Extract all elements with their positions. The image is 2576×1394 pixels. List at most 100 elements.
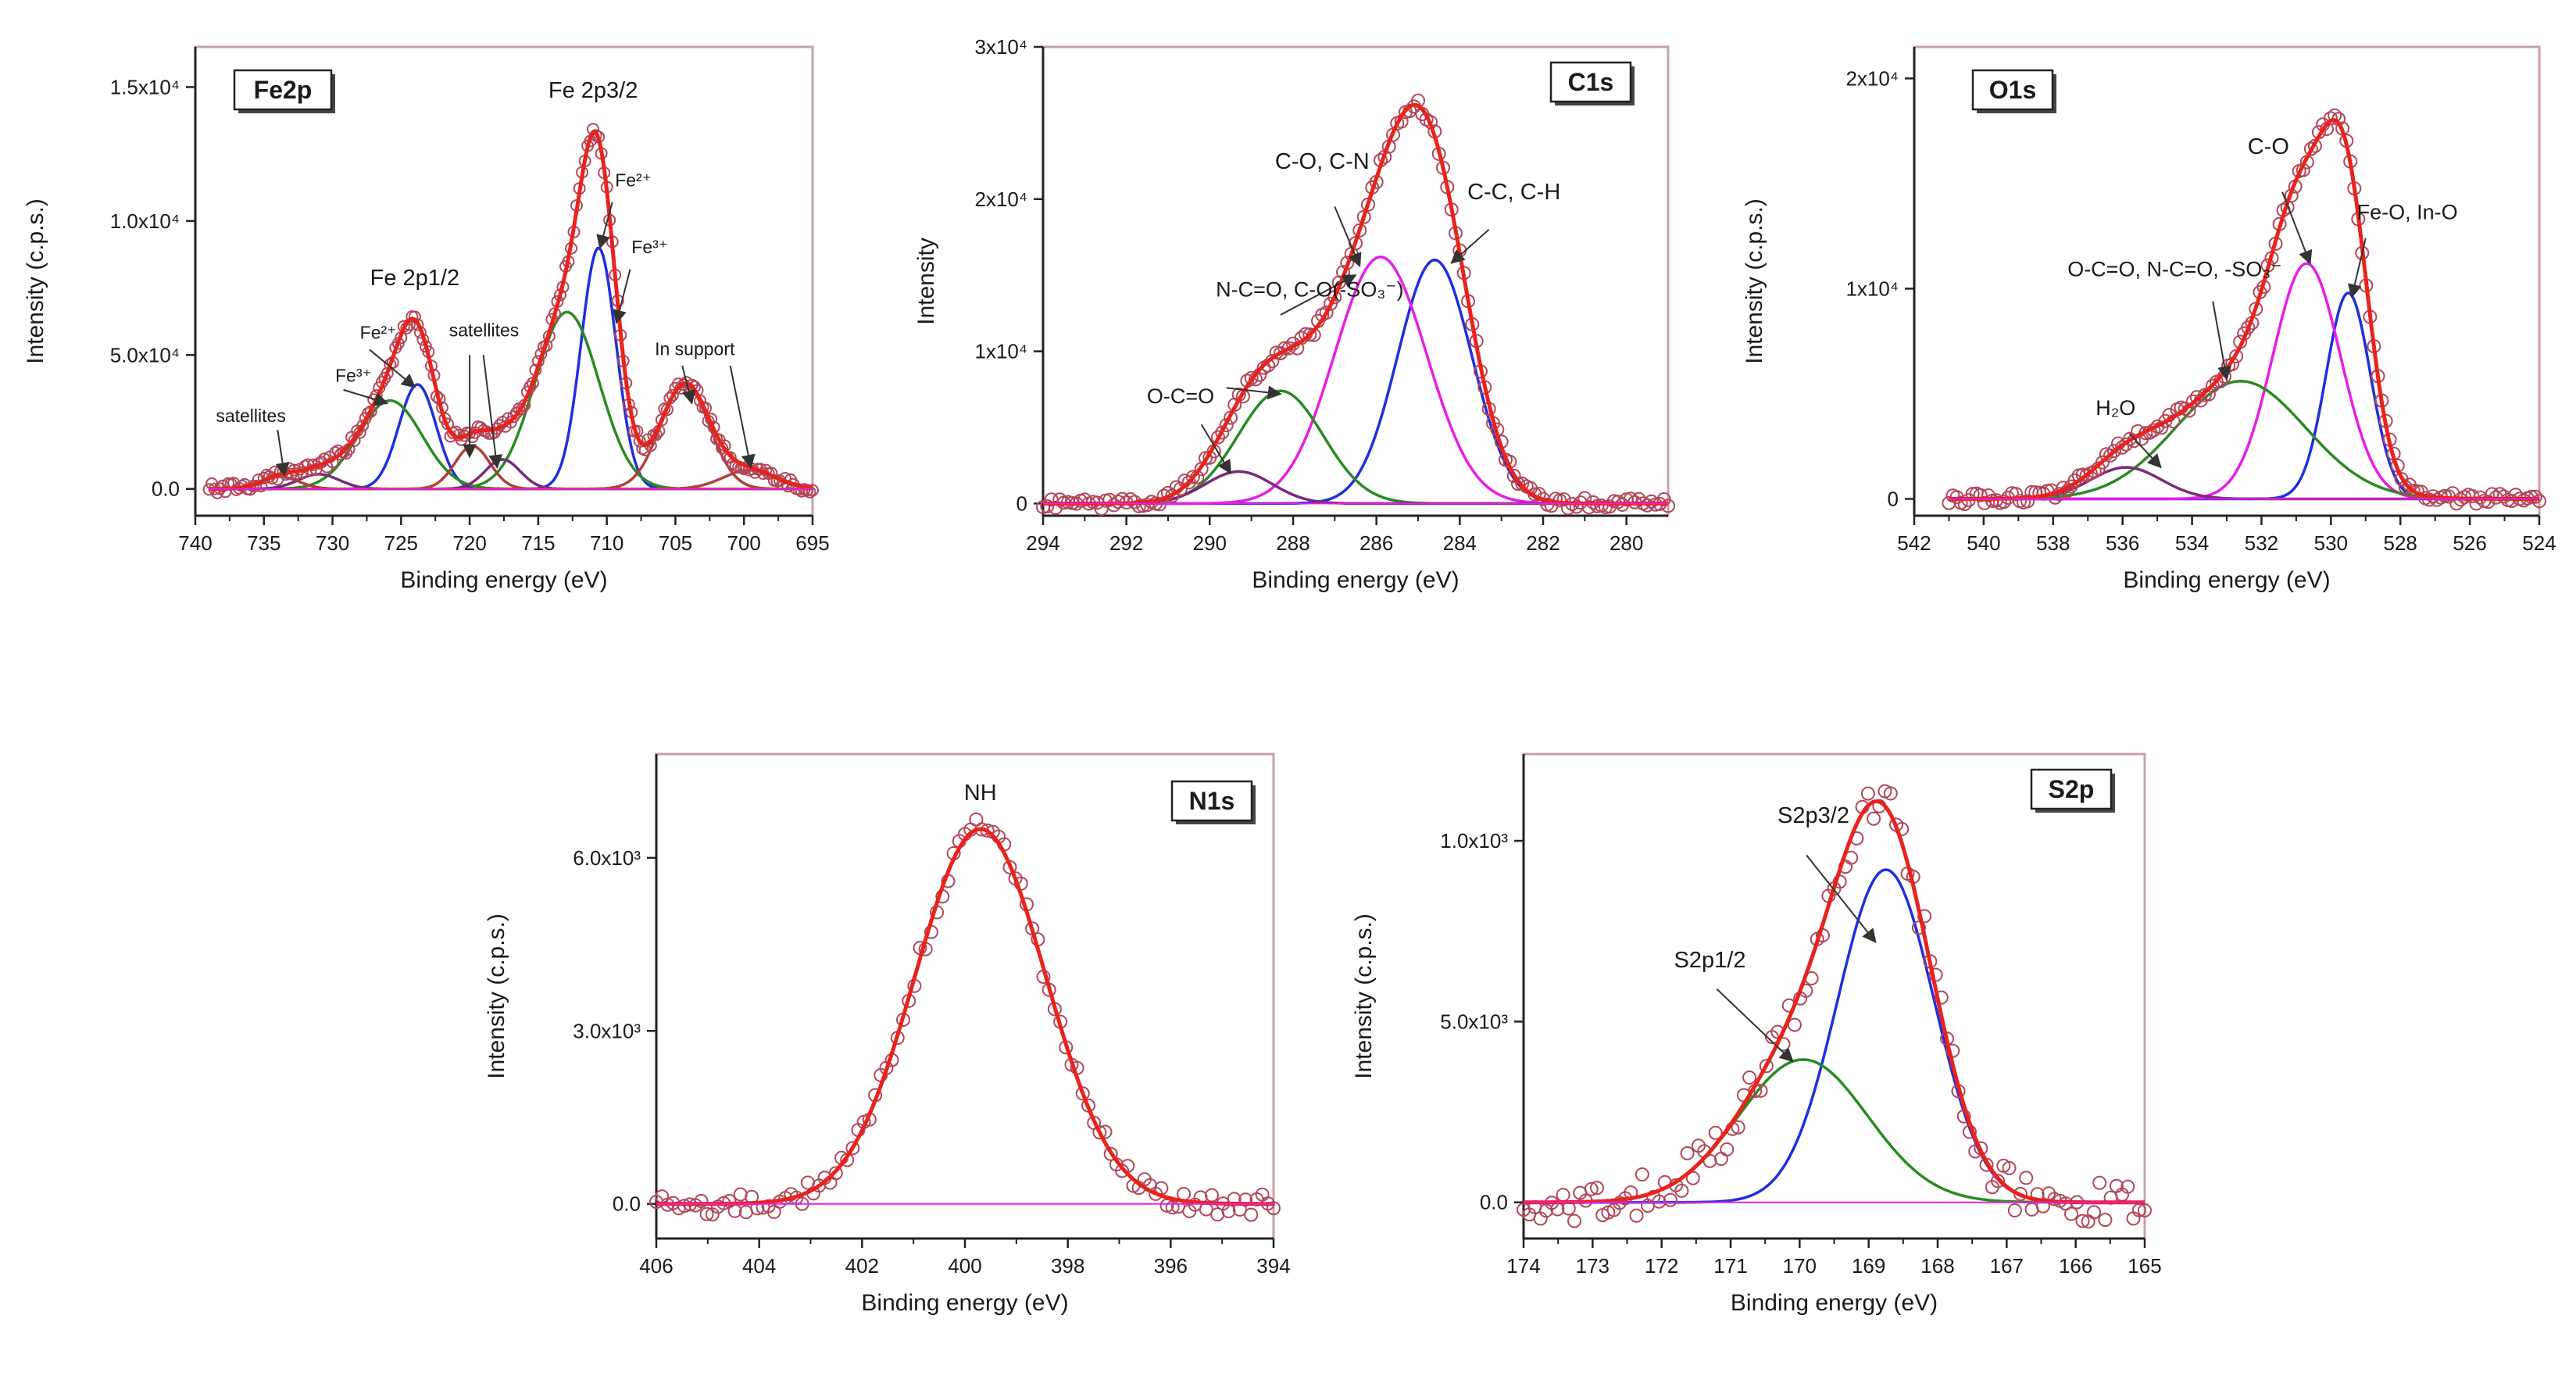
y-tick-label: 5.0x10³: [1440, 1010, 1508, 1033]
y-tick-label: 0.0: [1480, 1191, 1508, 1214]
data-point: [705, 1207, 720, 1222]
data-point: [761, 1199, 776, 1213]
peak-annotation: C-C, C-H: [1467, 180, 1560, 205]
y-tick-label: 6.0x10³: [573, 846, 641, 870]
y-tick-label: 1.5x10⁴: [110, 75, 180, 98]
component-peak-2: [1524, 1058, 2145, 1204]
panel-tag: O1s: [1971, 69, 2056, 113]
annotation-arrow: [1450, 229, 1490, 264]
peak-annotation: satellites: [449, 320, 519, 340]
data-point: [1205, 1188, 1219, 1203]
data-point: [1985, 1180, 1999, 1195]
data-point: [1052, 492, 1067, 507]
panel-tag-label: N1s: [1189, 787, 1235, 815]
y-tick-label: 1.0x10³: [1440, 829, 1508, 852]
envelope-fit-line: [1949, 118, 2539, 501]
annotation-arrow: [275, 430, 290, 477]
data-point: [2063, 479, 2078, 494]
x-tick-label: 398: [1051, 1254, 1084, 1278]
data-point: [2075, 1213, 2090, 1228]
annotation-arrow: [596, 202, 613, 249]
x-tick-label: 282: [1526, 531, 1560, 555]
panel-c1s: 294 292 290 288 286 284 282 280 0 1x10⁴ 2x10⁴ 3x10⁴…: [913, 35, 1675, 593]
data-point: [1215, 425, 1230, 440]
x-tick-label: 540: [1967, 531, 2000, 555]
data-point: [1515, 476, 1530, 491]
x-tick-label: 534: [2175, 531, 2209, 555]
panel-fe2p: 740 735 730 725 720 715 710 705 700 695 0.0 5.0x10⁴…: [23, 45, 830, 593]
data-point: [1008, 871, 1023, 886]
annotation-arrow: [2128, 433, 2162, 469]
data-point: [2210, 374, 2224, 389]
data-point: [1708, 1125, 1723, 1140]
x-tick-label: 538: [2036, 531, 2070, 555]
x-tick-label: 290: [1193, 531, 1227, 555]
data-point: [1996, 1158, 2011, 1173]
component-peak-1: [1949, 291, 2539, 501]
data-point: [2115, 440, 2130, 455]
data-point: [738, 1205, 753, 1220]
peak-annotation: Fe 2p1/2: [370, 266, 459, 291]
data-point: [1765, 1030, 1779, 1045]
data-point: [1663, 1192, 1677, 1207]
annotation-arrow: [1806, 854, 1877, 944]
y-tick-label: 0: [1888, 487, 1899, 510]
panel-tag-label: Fe2p: [254, 76, 313, 104]
x-tick-label: 292: [1109, 531, 1143, 555]
data-point: [1945, 488, 1960, 503]
y-axis-label: Intensity (c.p.s.): [1351, 913, 1377, 1079]
x-tick-label: 542: [1897, 531, 1931, 555]
x-tick-label: 288: [1276, 531, 1309, 555]
plot-frame: [1913, 45, 2541, 517]
peak-annotation: Fe²⁺: [360, 323, 397, 343]
peak-annotation: S2p3/2: [1777, 803, 1849, 828]
data-point: [800, 1175, 815, 1190]
x-tick-label: 528: [2384, 531, 2417, 555]
panel-o1s: 542 540 538 536 534 532 530 528 526 524 0 1x10⁴ 2x10…: [1742, 45, 2556, 593]
data-point: [1256, 360, 1271, 375]
data-point: [2019, 1171, 2034, 1185]
x-tick-label: 400: [948, 1254, 981, 1278]
data-point: [2098, 1213, 2113, 1228]
peak-annotation: H₂O: [2095, 396, 2135, 420]
x-tick-label: 695: [795, 531, 829, 555]
data-point: [2189, 390, 2204, 405]
data-point: [1911, 920, 1926, 935]
peak-annotation: In support: [655, 338, 735, 359]
x-axis-label: Binding energy (eV): [861, 1290, 1068, 1316]
envelope-fit-line: [209, 129, 813, 491]
data-point: [1573, 1185, 1588, 1200]
x-tick-label: 169: [1852, 1254, 1885, 1278]
annotation-arrow: [2347, 238, 2367, 298]
y-tick-label: 0.0: [152, 477, 180, 501]
annotation-arrow: [1716, 988, 1794, 1063]
data-point: [1244, 370, 1259, 385]
x-axis-label: Binding energy (eV): [1731, 1290, 1938, 1316]
data-point: [1641, 1199, 1655, 1213]
panel-tag-label: C1s: [1568, 68, 1614, 96]
data-point: [2119, 437, 2134, 452]
annotation-arrow: [2281, 191, 2313, 265]
component-peak-3: [1949, 380, 2539, 501]
data-point: [1210, 1207, 1225, 1222]
x-tick-label: 710: [590, 531, 623, 555]
data-point: [1103, 1146, 1118, 1161]
x-axis-label: Binding energy (eV): [400, 567, 607, 593]
panel-tag-box: [1549, 61, 1632, 103]
data-point: [1685, 1171, 1700, 1185]
y-tick-label: 5.0x10⁴: [110, 343, 180, 366]
data-point: [649, 1195, 663, 1210]
x-tick-label: 715: [521, 531, 555, 555]
x-tick-label: 725: [384, 531, 418, 555]
y-tick-label: 1x10⁴: [1845, 277, 1899, 300]
data-point: [1635, 1167, 1649, 1181]
x-tick-label: 524: [2522, 531, 2556, 555]
panel-n1s: 406 404 402 400 398 396 394 0.0 3.0x10³ 6.0x10³ Bi…: [484, 752, 1291, 1316]
x-tick-label: 532: [2245, 531, 2278, 555]
data-point: [1692, 1138, 1706, 1153]
data-point: [2394, 472, 2409, 487]
peak-annotation: Fe²⁺: [615, 170, 652, 190]
peak-annotation: N-C=O, C-O(-SO₃⁻): [1216, 277, 1403, 301]
annotation-arrow: [613, 269, 631, 324]
x-tick-label: 167: [1990, 1254, 2024, 1278]
